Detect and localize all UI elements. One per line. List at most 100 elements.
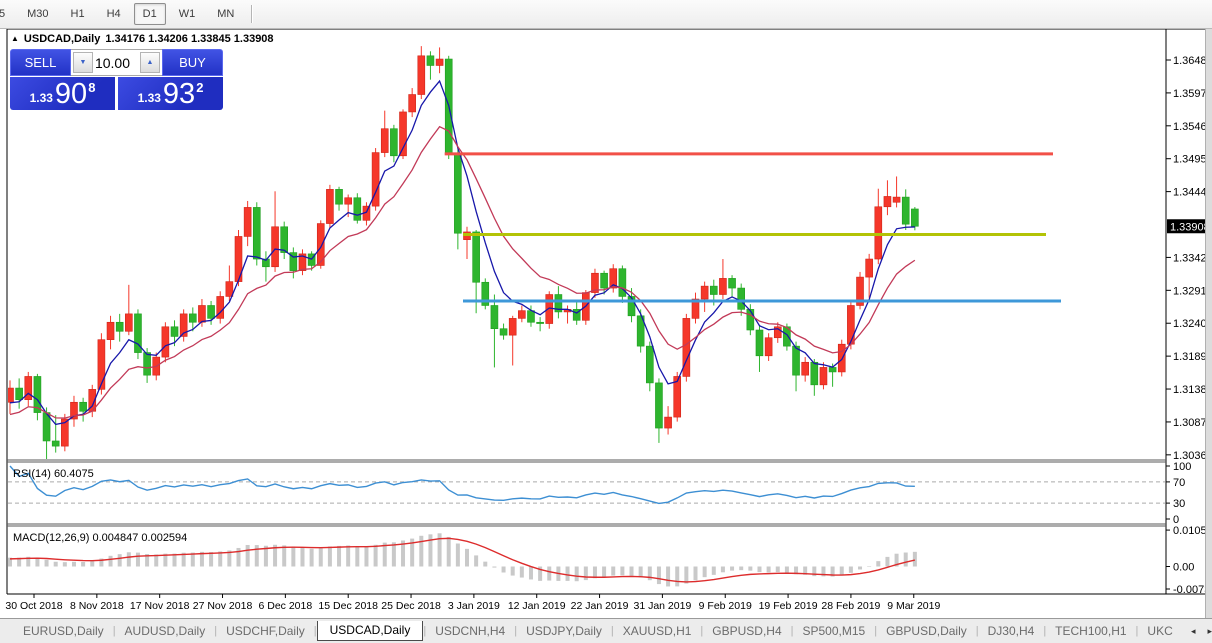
chart-tab-usdchf-daily[interactable]: USDCHF,Daily: [226, 624, 305, 638]
sell-price-big: 90: [54, 78, 88, 110]
collapse-triangle-icon[interactable]: ▲: [11, 33, 19, 43]
rsi-panel-layer: [8, 465, 1165, 505]
toolbar-separator: [251, 5, 254, 23]
tab-separator: |: [214, 625, 218, 637]
svg-text:22 Jan 2019: 22 Jan 2019: [571, 600, 629, 612]
svg-text:9 Mar 2019: 9 Mar 2019: [887, 600, 940, 612]
timeframe-button-m30[interactable]: M30: [27, 8, 49, 20]
hline-objects-layer: [444, 152, 1061, 303]
axis-labels: 1.36485 1.35975 1.35465 1.34955 1.34445 1.334…: [5, 55, 1212, 612]
svg-text:1.34955: 1.34955: [1173, 154, 1212, 166]
chart-tab-xauusd-h1[interactable]: XAUUSD,H1: [622, 624, 692, 638]
chart-tab-ukc[interactable]: UKC: [1147, 624, 1173, 638]
volume-input[interactable]: 10.00: [94, 54, 131, 71]
chart-tab-usdcnh-h4[interactable]: USDCNH,H4: [435, 624, 506, 638]
chart-tab-audusd-daily[interactable]: AUDUSD,Daily: [124, 624, 206, 638]
tab-separator: |: [1135, 625, 1139, 637]
volume-increase-button[interactable]: ▲: [140, 52, 161, 73]
tab-separator: |: [423, 625, 427, 637]
tab-separator: |: [790, 625, 794, 637]
svg-text:1.31385: 1.31385: [1173, 384, 1212, 396]
timeframe-button-w1[interactable]: W1: [178, 8, 196, 20]
svg-text:MACD(12,26,9) 0.004847 0.00259: MACD(12,26,9) 0.004847 0.002594: [13, 532, 187, 544]
svg-text:1.30875: 1.30875: [1173, 417, 1212, 429]
chart-ohlc-values: 1.34176 1.34206 1.33845 1.33908: [105, 33, 274, 45]
svg-text:1.36485: 1.36485: [1173, 55, 1212, 67]
svg-text:1.32405: 1.32405: [1173, 318, 1212, 330]
svg-text:0.010525: 0.010525: [1173, 525, 1212, 537]
sell-button[interactable]: SELL: [10, 49, 71, 76]
tab-separator: |: [313, 625, 317, 637]
svg-text:1.35465: 1.35465: [1173, 121, 1212, 133]
tab-separator: |: [514, 625, 518, 637]
svg-text:1.35975: 1.35975: [1173, 88, 1212, 100]
svg-text:RSI(14) 60.4075: RSI(14) 60.4075: [13, 468, 94, 480]
buy-price-box[interactable]: 1.33 93 2: [118, 77, 223, 110]
one-click-trade-panel: SELL ▼ 10.00 ▲ BUY 1.33 90 8 1.33 93 2: [10, 49, 223, 110]
chart-tab-gbpusd-daily[interactable]: GBPUSD,Daily: [886, 624, 967, 638]
svg-text:17 Nov 2018: 17 Nov 2018: [130, 600, 190, 612]
svg-text:15 Dec 2018: 15 Dec 2018: [318, 600, 378, 612]
svg-text:0: 0: [1173, 514, 1179, 526]
tab-separator: |: [610, 625, 614, 637]
timeframe-button-h4[interactable]: H4: [106, 8, 121, 20]
svg-text:31 Jan 2019: 31 Jan 2019: [633, 600, 691, 612]
chart-tab-usdjpy-daily[interactable]: USDJPY,Daily: [526, 624, 602, 638]
svg-text:19 Feb 2019: 19 Feb 2019: [759, 600, 818, 612]
timeframe-button-mn[interactable]: MN: [217, 8, 235, 20]
timeframe-button-h1[interactable]: H1: [70, 8, 85, 20]
window-edge-strip: [1205, 29, 1212, 618]
svg-text:1.32915: 1.32915: [1173, 285, 1212, 297]
candles-layer: [8, 46, 919, 459]
current-price-tag: [1167, 219, 1206, 234]
timeframe-button-5[interactable]: 5: [0, 8, 6, 20]
buy-price-sup: 2: [196, 80, 204, 95]
tab-separator: |: [975, 625, 979, 637]
svg-text:1.33908: 1.33908: [1170, 221, 1210, 233]
chart-tab-sp500-m15[interactable]: SP500,M15: [802, 624, 866, 638]
svg-text:9 Feb 2019: 9 Feb 2019: [699, 600, 752, 612]
volume-decrease-button[interactable]: ▼: [72, 52, 93, 73]
svg-text:1.31895: 1.31895: [1173, 351, 1212, 363]
svg-text:6 Dec 2018: 6 Dec 2018: [259, 600, 313, 612]
svg-text:28 Feb 2019: 28 Feb 2019: [821, 600, 880, 612]
timeframe-toolbar: 5 M30 H1 H4 D1 W1 MN: [0, 0, 1212, 29]
tab-separator: |: [1043, 625, 1047, 637]
tab-separator: |: [700, 625, 704, 637]
chart-tab-eurusd-daily[interactable]: EURUSD,Daily: [23, 624, 104, 638]
macd-panel-layer: [8, 533, 917, 587]
svg-text:70: 70: [1173, 477, 1185, 489]
chart-tabs-bar: EURUSD,Daily | AUDUSD,Daily | USDCHF,Daily | U…: [0, 618, 1212, 643]
chart-tab-gbpusd-h4[interactable]: GBPUSD,H4: [712, 624, 782, 638]
tab-separator: |: [874, 625, 878, 637]
svg-text:0.00: 0.00: [1173, 562, 1194, 574]
svg-text:1.34445: 1.34445: [1173, 187, 1212, 199]
timeframe-button-d1[interactable]: D1: [133, 3, 166, 25]
chart-title-row: ▲ USDCAD,Daily 1.34176 1.34206 1.33845 1…: [11, 33, 274, 45]
buy-price-big: 93: [162, 78, 196, 110]
tab-scroll-left-icon[interactable]: ◂: [1190, 625, 1196, 636]
chart-symbol-label: USDCAD,Daily: [23, 33, 101, 45]
svg-text:1.33425: 1.33425: [1173, 252, 1212, 264]
svg-text:3 Jan 2019: 3 Jan 2019: [448, 600, 500, 612]
chart-canvas[interactable]: 1.36485 1.35975 1.35465 1.34955 1.34445 1.334…: [0, 0, 1212, 618]
tab-scroll-right-icon[interactable]: ▸: [1207, 625, 1212, 636]
tab-scroll-arrows: ◂ ▸: [1191, 626, 1212, 637]
sell-price-box[interactable]: 1.33 90 8: [10, 77, 115, 110]
sell-price-small: 1.33: [29, 91, 53, 105]
svg-text:-0.0073: -0.0073: [1173, 584, 1210, 596]
sell-price-sup: 8: [88, 80, 96, 95]
buy-button[interactable]: BUY: [162, 49, 223, 76]
chart-tab-tech100-h1[interactable]: TECH100,H1: [1055, 624, 1127, 638]
panel-borders: [6, 28, 1205, 598]
chart-tab-usdcad-daily[interactable]: USDCAD,Daily: [316, 621, 424, 641]
volume-spinner: ▼ 10.00 ▲: [70, 49, 163, 76]
tab-separator: |: [112, 625, 116, 637]
svg-text:12 Jan 2019: 12 Jan 2019: [508, 600, 566, 612]
svg-text:25 Dec 2018: 25 Dec 2018: [381, 600, 441, 612]
svg-text:100: 100: [1173, 461, 1191, 473]
svg-text:1.30365: 1.30365: [1173, 450, 1212, 462]
chart-tab-dj30-h4[interactable]: DJ30,H4: [987, 624, 1035, 638]
svg-text:30: 30: [1173, 498, 1185, 510]
